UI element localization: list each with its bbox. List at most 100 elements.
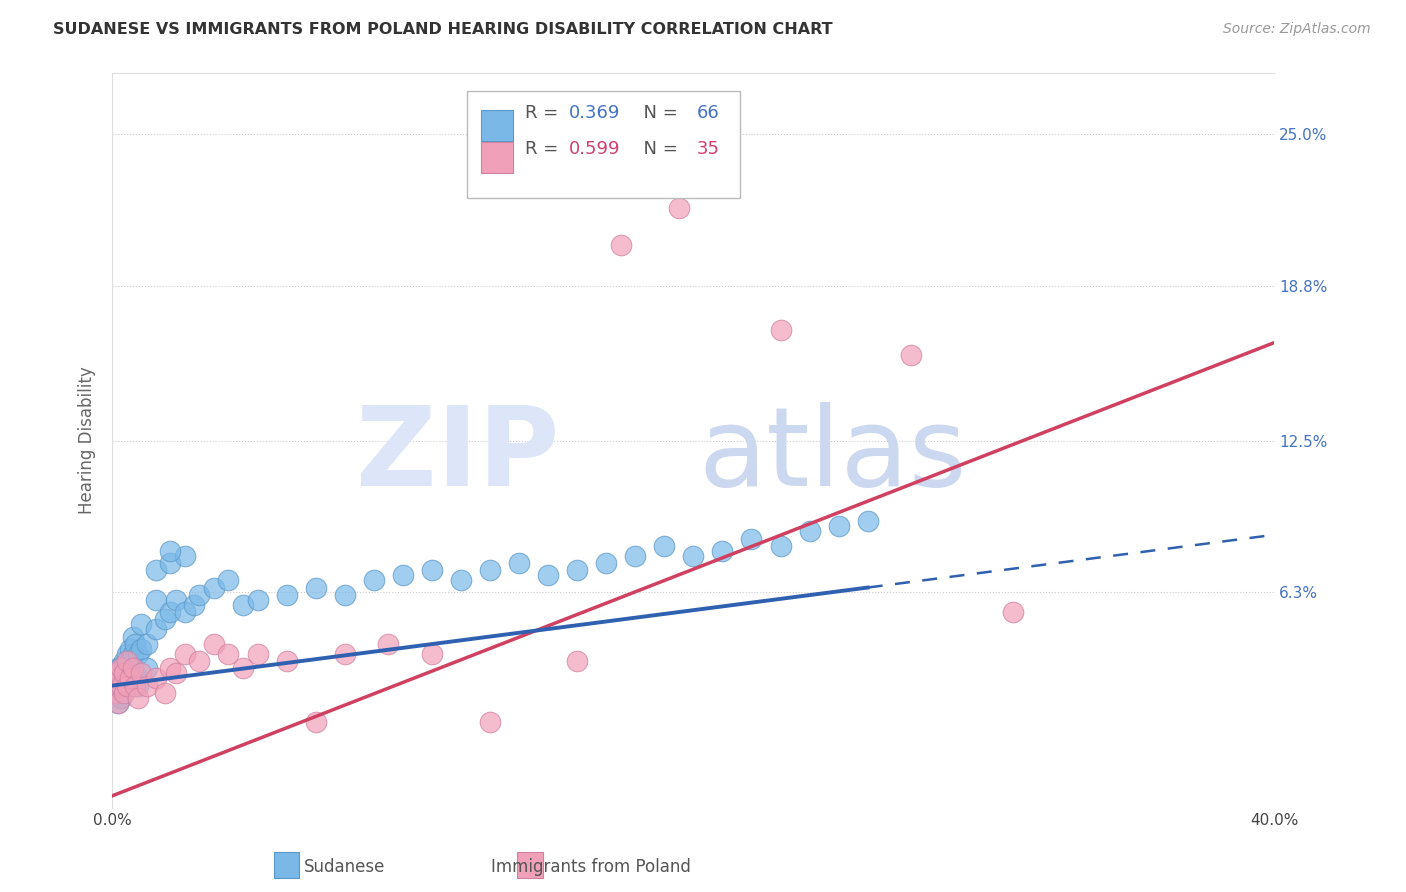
- Point: [202, 637, 225, 651]
- Point: [246, 647, 269, 661]
- Point: [121, 630, 143, 644]
- Point: [856, 515, 879, 529]
- Point: [711, 543, 734, 558]
- Point: [136, 661, 159, 675]
- Point: [827, 519, 849, 533]
- Point: [276, 654, 298, 668]
- Point: [668, 201, 690, 215]
- Point: [153, 612, 176, 626]
- Point: [565, 654, 588, 668]
- Point: [115, 679, 138, 693]
- Point: [107, 696, 129, 710]
- Point: [110, 671, 132, 685]
- Text: N =: N =: [631, 140, 683, 158]
- Point: [112, 676, 135, 690]
- Point: [276, 588, 298, 602]
- Point: [1001, 605, 1024, 619]
- Text: Sudanese: Sudanese: [304, 858, 385, 876]
- Point: [173, 605, 195, 619]
- Text: 35: 35: [697, 140, 720, 158]
- Point: [127, 679, 149, 693]
- Point: [159, 605, 181, 619]
- Point: [478, 563, 501, 577]
- Point: [508, 556, 530, 570]
- Point: [333, 647, 356, 661]
- Point: [121, 647, 143, 661]
- Point: [129, 641, 152, 656]
- Bar: [481, 111, 513, 141]
- Point: [173, 647, 195, 661]
- Point: [118, 671, 141, 685]
- Point: [450, 573, 472, 587]
- Point: [107, 686, 129, 700]
- Point: [145, 622, 167, 636]
- Text: R =: R =: [524, 140, 564, 158]
- Point: [110, 690, 132, 705]
- Point: [110, 661, 132, 675]
- Point: [112, 666, 135, 681]
- Point: [478, 715, 501, 730]
- Point: [304, 715, 326, 730]
- Point: [107, 671, 129, 685]
- Point: [769, 539, 792, 553]
- Point: [188, 588, 211, 602]
- Point: [304, 581, 326, 595]
- Point: [112, 654, 135, 668]
- Text: ZIP: ZIP: [356, 401, 560, 508]
- Point: [420, 647, 443, 661]
- Bar: [481, 142, 513, 173]
- Point: [136, 679, 159, 693]
- Y-axis label: Hearing Disability: Hearing Disability: [79, 367, 96, 515]
- Point: [900, 348, 922, 362]
- Point: [112, 686, 135, 700]
- Text: Source: ZipAtlas.com: Source: ZipAtlas.com: [1223, 22, 1371, 37]
- Point: [595, 556, 617, 570]
- Point: [682, 549, 704, 563]
- Point: [188, 654, 211, 668]
- Point: [110, 681, 132, 695]
- Text: atlas: atlas: [699, 401, 967, 508]
- Point: [232, 598, 254, 612]
- Text: N =: N =: [631, 104, 683, 122]
- Point: [104, 679, 127, 693]
- Point: [537, 568, 560, 582]
- Point: [217, 647, 239, 661]
- Point: [112, 666, 135, 681]
- Point: [104, 686, 127, 700]
- Point: [217, 573, 239, 587]
- Point: [107, 696, 129, 710]
- Point: [246, 592, 269, 607]
- Text: 0.599: 0.599: [569, 140, 620, 158]
- Point: [202, 581, 225, 595]
- Point: [420, 563, 443, 577]
- Point: [118, 654, 141, 668]
- Point: [173, 549, 195, 563]
- Point: [127, 647, 149, 661]
- Point: [391, 568, 413, 582]
- Point: [110, 659, 132, 673]
- Text: SUDANESE VS IMMIGRANTS FROM POLAND HEARING DISABILITY CORRELATION CHART: SUDANESE VS IMMIGRANTS FROM POLAND HEARI…: [53, 22, 832, 37]
- Point: [124, 666, 146, 681]
- Point: [115, 647, 138, 661]
- Point: [124, 637, 146, 651]
- Point: [118, 641, 141, 656]
- Text: 0.369: 0.369: [569, 104, 620, 122]
- Point: [165, 666, 187, 681]
- Point: [153, 686, 176, 700]
- Point: [129, 617, 152, 632]
- Point: [107, 661, 129, 675]
- Point: [165, 592, 187, 607]
- Point: [183, 598, 205, 612]
- Point: [799, 524, 821, 539]
- Point: [377, 637, 399, 651]
- Text: Immigrants from Poland: Immigrants from Poland: [491, 858, 690, 876]
- Point: [159, 543, 181, 558]
- Point: [363, 573, 385, 587]
- Point: [333, 588, 356, 602]
- Point: [115, 654, 138, 668]
- Point: [129, 666, 152, 681]
- Point: [124, 679, 146, 693]
- Point: [115, 661, 138, 675]
- Point: [609, 237, 631, 252]
- Point: [115, 671, 138, 685]
